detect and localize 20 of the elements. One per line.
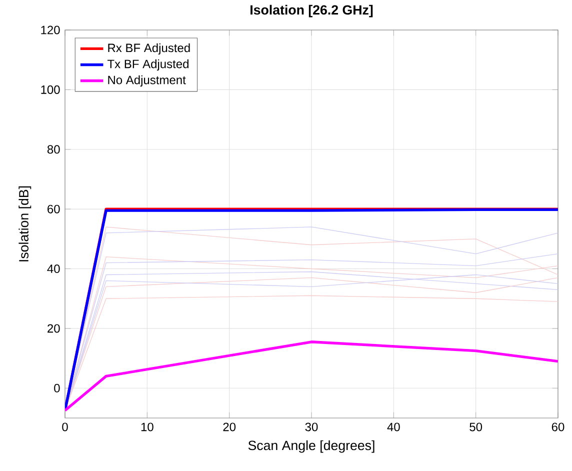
x-axis-title: Scan Angle [degrees] [248, 440, 374, 453]
y-tick-label: 100 [41, 85, 60, 94]
legend-label: No Adjustment [108, 75, 186, 87]
chart-title: Isolation [26.2 GHz] [250, 4, 373, 18]
y-tick-label: 120 [41, 26, 60, 34]
x-tick-label: 30 [305, 422, 318, 432]
x-tick-label: 60 [552, 422, 564, 432]
x-tick-label: 20 [223, 422, 236, 432]
x-tick-label: 10 [141, 422, 154, 432]
y-tick-label: 0 [54, 384, 60, 392]
y-tick-label: 40 [47, 264, 60, 274]
x-tick-label: 40 [387, 422, 400, 432]
x-tick-label: 0 [62, 422, 68, 432]
x-tick-label: 50 [470, 422, 482, 432]
y-axis-title: Isolation [dB] [18, 186, 32, 262]
y-tick-label: 60 [48, 204, 60, 214]
legend-label: Rx BF Adjusted [108, 43, 190, 55]
y-tick-label: 80 [47, 145, 60, 154]
y-tick-label: 20 [48, 324, 60, 333]
legend-label: Tx BF Adjusted [108, 59, 188, 71]
